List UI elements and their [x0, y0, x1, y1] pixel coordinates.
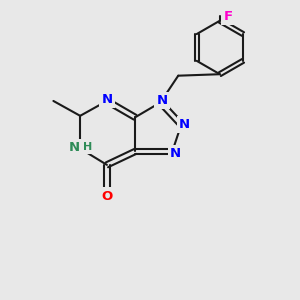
Text: N: N: [156, 94, 167, 107]
Text: N: N: [101, 93, 112, 106]
Text: O: O: [101, 190, 112, 202]
Text: F: F: [224, 10, 233, 23]
Text: H: H: [83, 142, 92, 152]
Text: N: N: [170, 147, 181, 161]
Text: N: N: [179, 118, 190, 131]
Text: N: N: [69, 141, 80, 154]
